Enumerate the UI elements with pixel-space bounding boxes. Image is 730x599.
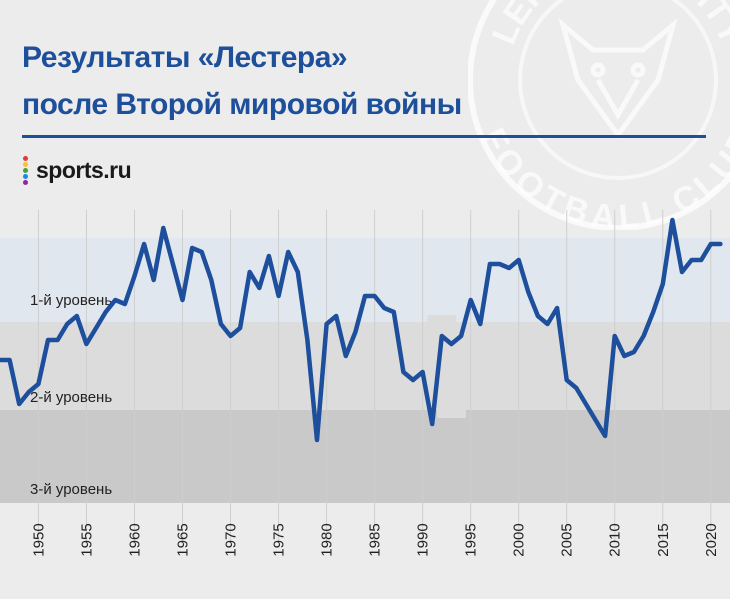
- x-tick-label: 1995: [463, 523, 480, 556]
- x-tick-label: 1985: [367, 523, 384, 556]
- logo-dots-icon: [22, 156, 30, 185]
- x-tick-label: 2000: [511, 523, 528, 556]
- logo-dot: [23, 168, 28, 173]
- logo-dot: [23, 156, 28, 161]
- x-tick-label: 1970: [223, 523, 240, 556]
- band-step-1: [427, 315, 457, 322]
- series-line: [0, 217, 723, 443]
- tier-labels: 1-й уровень 2-й уровень 3-й уровень: [30, 292, 112, 498]
- tier-label: 3-й уровень: [30, 481, 112, 498]
- title-line-2: после Второй мировой войны: [22, 88, 462, 121]
- tier-label: 1-й уровень: [30, 292, 112, 309]
- logo-text: sports.ru: [36, 156, 132, 183]
- band-tier-1: [0, 238, 730, 322]
- x-tick-label: 2010: [607, 523, 624, 556]
- x-tick-label: 1955: [78, 523, 95, 556]
- x-tick-label: 2015: [655, 523, 672, 556]
- x-tick-label: 1965: [175, 523, 192, 556]
- fox-head-icon: [558, 17, 678, 140]
- logo-dot: [23, 180, 28, 185]
- x-tick-label: 1990: [415, 523, 432, 556]
- x-axis-tick-labels: 1950 1955 1960 1965 1970 1975 1980 1985 1990 1995…: [30, 523, 719, 556]
- x-tick-label: 1960: [126, 523, 143, 556]
- series-group: [0, 217, 723, 443]
- logo-dot: [23, 162, 28, 167]
- x-tick-label: 1980: [319, 523, 336, 556]
- tier-label: 2-й уровень: [30, 389, 112, 406]
- chart-title: Результаты «Лестера» после Второй мирово…: [22, 34, 462, 128]
- leicester-crest-watermark: LEICESTER CITY FOOTBALL CLUB: [468, 0, 730, 230]
- x-tick-label: 1975: [271, 523, 288, 556]
- title-line-1: Результаты «Лестера»: [22, 41, 348, 74]
- x-tick-label: 1950: [30, 523, 47, 556]
- logo-dot: [23, 174, 28, 179]
- band-step-2: [437, 410, 466, 418]
- sports-ru-logo: sports.ru: [22, 154, 132, 186]
- title-underline: [22, 135, 706, 138]
- x-tick-label: 2005: [559, 523, 576, 556]
- tier-bands: [0, 238, 730, 503]
- x-tick-label: 2020: [703, 523, 720, 556]
